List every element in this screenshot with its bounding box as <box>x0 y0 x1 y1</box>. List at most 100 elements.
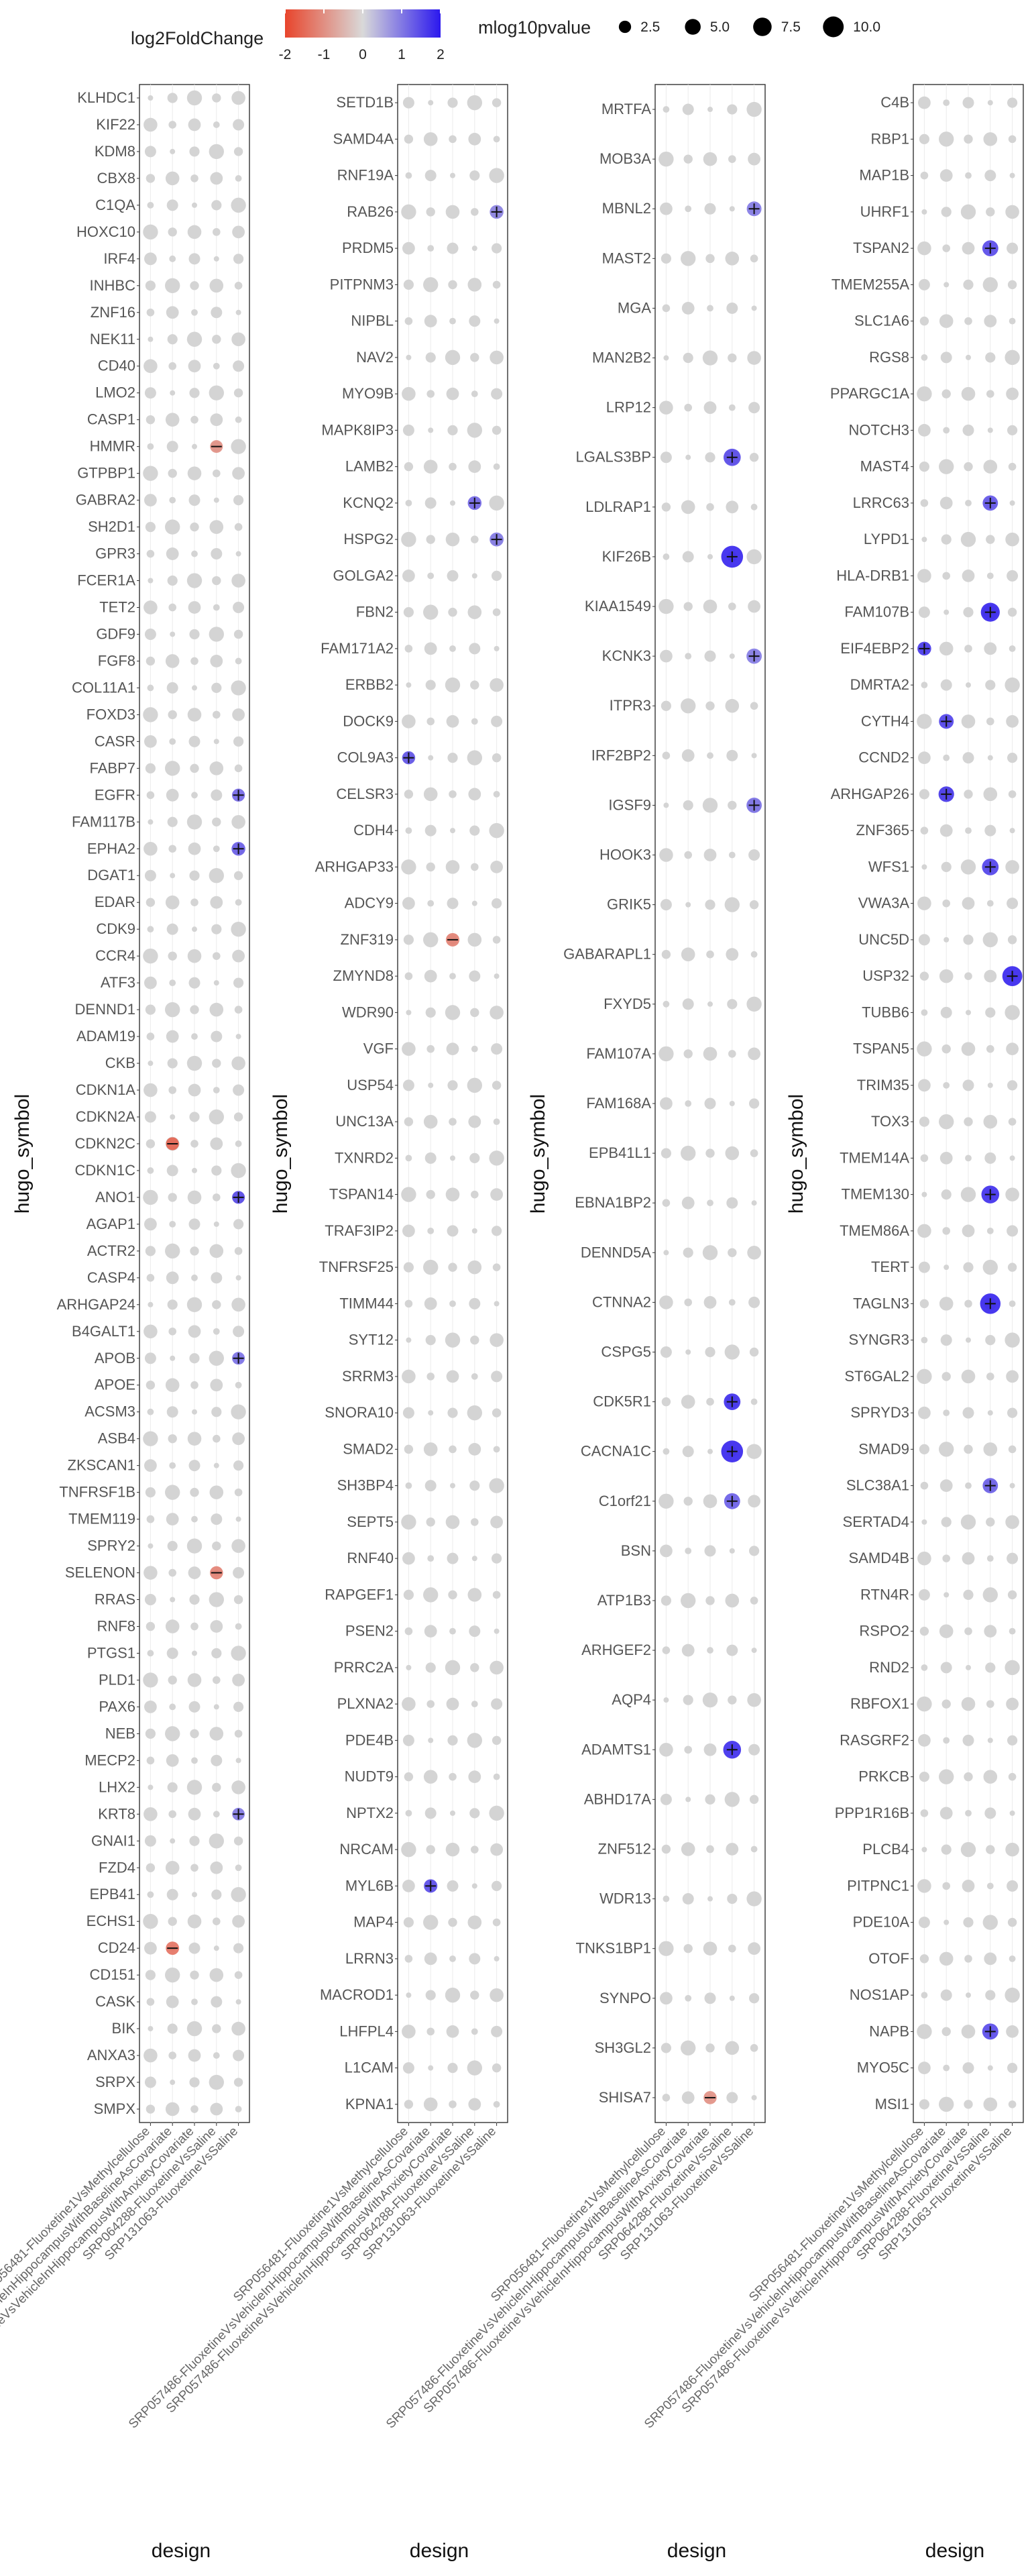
dot <box>188 1218 201 1230</box>
dot <box>209 278 224 293</box>
dot <box>449 462 457 471</box>
dot <box>209 1485 224 1499</box>
gene-label: COL11A1 <box>72 679 135 696</box>
y-axis-title: hugo_symbol <box>527 1094 549 1214</box>
dot <box>942 1882 950 1890</box>
dot <box>213 256 219 262</box>
dot <box>662 2094 671 2102</box>
dot <box>209 1244 224 1258</box>
dot <box>235 899 242 906</box>
gene-label: COL9A3 <box>337 749 394 766</box>
dot <box>470 680 479 690</box>
dot <box>751 1648 757 1654</box>
dot <box>165 895 180 910</box>
dot <box>705 1794 716 1805</box>
dot <box>961 1369 976 1384</box>
dot <box>491 1043 503 1055</box>
dot <box>750 1845 758 1853</box>
dot <box>685 454 691 460</box>
dot <box>213 1917 221 1925</box>
dot <box>450 500 455 506</box>
dot <box>1007 1080 1018 1091</box>
dot <box>492 425 502 435</box>
dot <box>685 1796 691 1803</box>
dot <box>211 1648 222 1659</box>
dot <box>191 550 198 557</box>
dot <box>423 1259 439 1275</box>
panel-1: KLHDC1 KIF22 KDM8 CBX8 C1QA HOXC10 IRF4 INHBC ZN… <box>0 84 250 2562</box>
gene-label: EBNA1BP2 <box>575 1194 651 1211</box>
dot <box>746 996 762 1012</box>
dot <box>146 1756 155 1765</box>
dot <box>427 572 435 580</box>
dot <box>750 702 758 710</box>
dot <box>209 520 224 534</box>
dot <box>921 1336 928 1344</box>
dot <box>917 1041 932 1057</box>
dot <box>233 1836 243 1845</box>
dot <box>428 1737 434 1743</box>
dot <box>918 1733 931 1747</box>
gene-label: ZNF16 <box>91 304 135 321</box>
dot <box>749 900 759 910</box>
dot <box>146 1274 155 1282</box>
dot <box>660 1544 673 1558</box>
dot <box>144 628 156 640</box>
dot <box>404 462 414 472</box>
gene-label: FAM107A <box>586 1045 651 1062</box>
dot <box>919 462 929 472</box>
dot <box>148 1784 154 1790</box>
dot <box>187 225 202 239</box>
dot <box>144 1083 158 1097</box>
dot <box>192 1167 197 1173</box>
dot <box>728 1944 736 1953</box>
dot <box>471 1373 478 1380</box>
dot <box>918 606 930 619</box>
dot <box>1009 1955 1016 1962</box>
dot <box>470 1335 479 1345</box>
dot <box>148 336 154 342</box>
dot <box>404 1772 414 1782</box>
dot <box>939 1442 954 1457</box>
dot <box>943 1265 950 1271</box>
dot <box>144 1807 158 1821</box>
dot <box>469 315 481 327</box>
gene-label: LRRC63 <box>853 494 909 511</box>
dot <box>448 1590 457 1600</box>
dot <box>209 1727 224 1741</box>
gene-label: CD151 <box>90 1966 135 1983</box>
dot <box>145 1246 156 1256</box>
dot <box>404 1444 414 1454</box>
dot <box>209 1109 224 1125</box>
dot <box>468 1115 481 1128</box>
dot <box>190 174 198 182</box>
dot <box>467 1915 482 1929</box>
dot <box>235 1034 241 1040</box>
dot <box>406 1992 412 1998</box>
dot <box>960 531 976 547</box>
dot <box>467 1405 482 1421</box>
dot <box>728 1299 736 1306</box>
dot <box>467 1588 482 1602</box>
dot <box>209 1968 224 1982</box>
dot <box>941 389 951 398</box>
dot <box>705 1148 715 1158</box>
size-key-dot <box>618 20 632 34</box>
dot <box>447 1880 459 1892</box>
dot <box>493 1118 500 1126</box>
dot <box>426 1044 435 1053</box>
dot <box>143 1189 158 1205</box>
dot <box>943 936 950 943</box>
dot <box>402 2062 414 2074</box>
dot <box>186 1538 203 1554</box>
dot <box>406 354 412 360</box>
dot <box>706 1397 714 1406</box>
gene-label: PAX6 <box>99 1698 135 1715</box>
dot <box>684 851 692 859</box>
dot <box>165 1619 180 1633</box>
dot <box>211 1272 223 1284</box>
dot <box>189 1594 200 1605</box>
dot <box>402 1042 416 1056</box>
dot <box>703 1941 718 1955</box>
dot <box>209 1350 224 1366</box>
